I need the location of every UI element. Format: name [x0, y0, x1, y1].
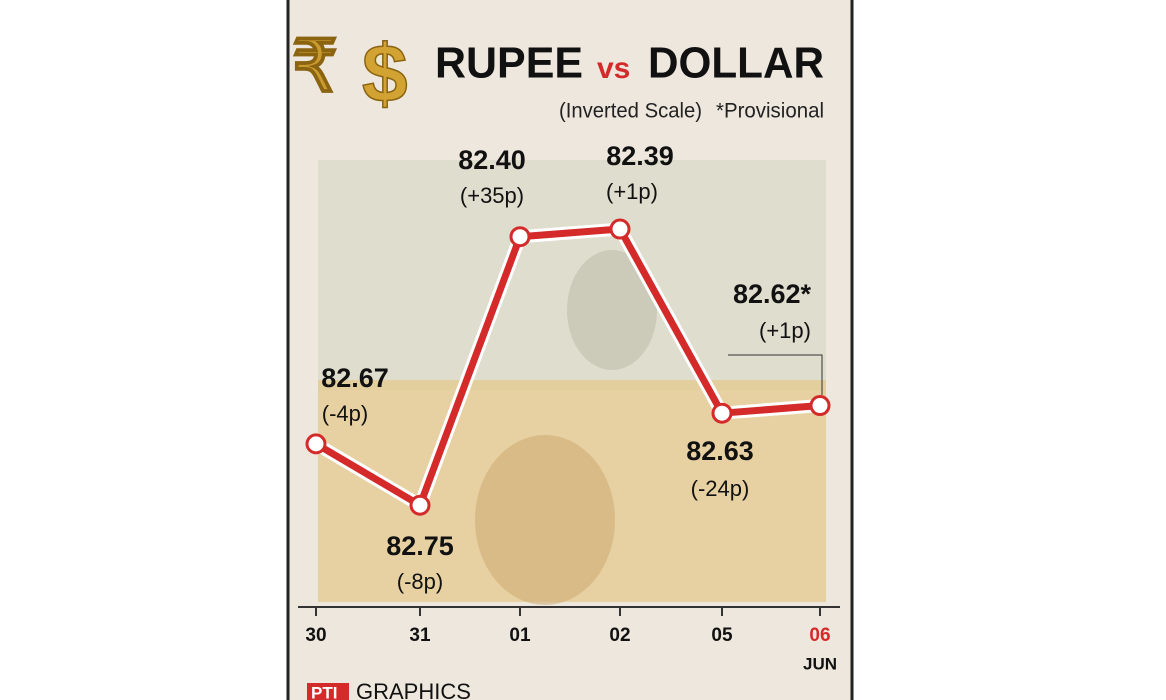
- point: [509, 226, 531, 248]
- change-label: (-4p): [322, 401, 368, 426]
- subtitle: (Inverted Scale): [559, 100, 702, 123]
- dollar-note: [318, 160, 826, 390]
- change-label: (-8p): [397, 569, 443, 594]
- portrait: [567, 250, 657, 370]
- point: [711, 402, 733, 424]
- line: [314, 225, 821, 509]
- note: *Provisional: [716, 100, 824, 123]
- title: DOLLAR: [648, 39, 824, 88]
- value-label: 82.63: [686, 436, 754, 466]
- point: [409, 494, 431, 516]
- value-label: 82.39: [606, 141, 674, 171]
- logo-box: [307, 683, 349, 700]
- leader-line: [728, 354, 823, 395]
- credit: GRAPHICS: [356, 679, 471, 700]
- x-tick-label: 31: [409, 625, 431, 646]
- month-label: JUN: [803, 654, 837, 673]
- change-label: (+1p): [759, 318, 811, 343]
- title: RUPEE: [435, 39, 583, 88]
- portrait: [475, 435, 615, 605]
- symbol: $: [362, 29, 408, 120]
- x-tick-label: 06: [809, 625, 830, 646]
- point: [809, 395, 831, 417]
- x-tick-label: 02: [609, 625, 630, 646]
- value-label: 82.67: [321, 363, 389, 393]
- x-tick-label: 05: [711, 625, 733, 646]
- symbol: ₹: [292, 27, 338, 107]
- value-label: 82.75: [386, 531, 454, 561]
- value-label: 82.62*: [733, 279, 812, 309]
- change-label: (+35p): [460, 183, 524, 208]
- x-tick-label: 30: [305, 625, 326, 646]
- point: [305, 433, 327, 455]
- point: [609, 218, 631, 240]
- logo: PTI: [311, 683, 337, 700]
- value-label: 82.40: [458, 145, 526, 175]
- change-label: (-24p): [691, 476, 750, 501]
- title: vs: [597, 52, 630, 85]
- change-label: (+1p): [606, 179, 658, 204]
- x-tick-label: 01: [509, 625, 531, 646]
